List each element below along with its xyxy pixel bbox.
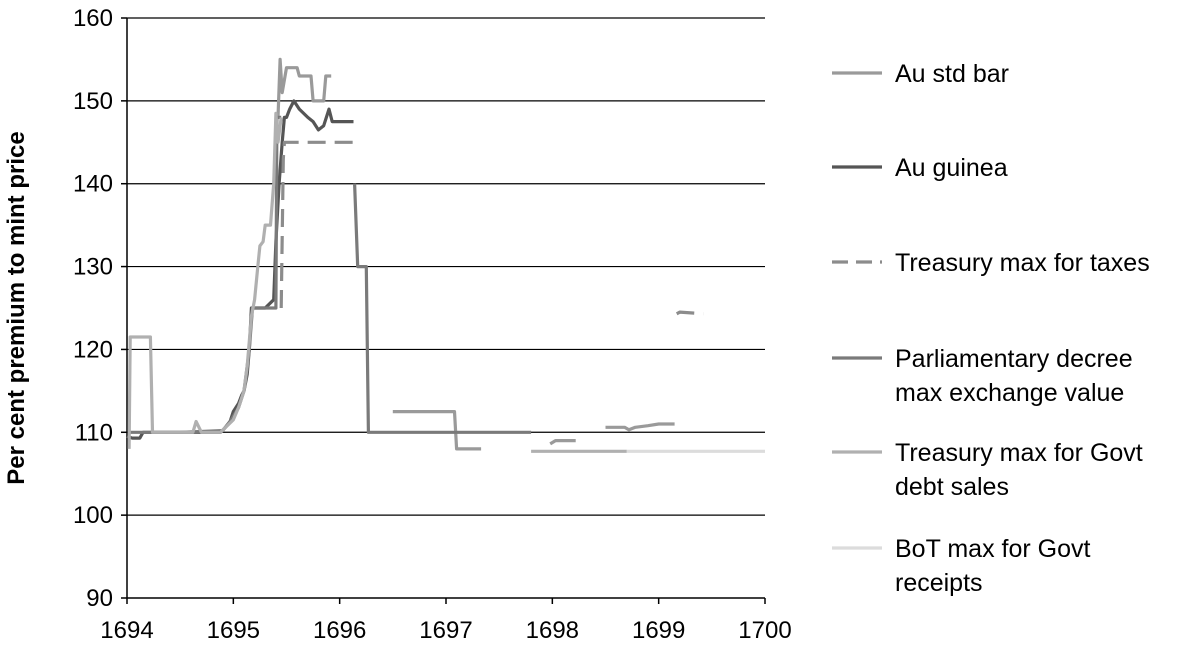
legend-label-5-line-1: receipts (895, 569, 983, 597)
series-2-segment-0 (279, 140, 356, 309)
legend-label-3-line-1: max exchange value (895, 379, 1124, 407)
series-0-segment-1 (392, 410, 482, 451)
legend-label-4-line-1: debt sales (895, 473, 1009, 501)
legend-label-1-line-0: Au guinea (895, 154, 1008, 182)
x-tick-label-5: 1699 (632, 617, 685, 644)
y-tick-label-7: 160 (73, 5, 113, 32)
series-0-segment-2 (549, 439, 576, 446)
gridlines (127, 17, 765, 516)
series-3-segment-1 (353, 183, 532, 434)
y-tick-label-5: 140 (73, 171, 113, 198)
x-tick-label-0: 1694 (100, 617, 153, 644)
x-tick-label-6: 1700 (738, 617, 791, 644)
y-tick-label-3: 120 (73, 336, 113, 363)
legend-label-2-line-0: Treasury max for taxes (895, 249, 1150, 277)
legend: Au std bar Au guinea Treasury max for taxe… (832, 60, 1150, 597)
series-0-segment-3 (605, 422, 675, 432)
series-0-segment-0 (276, 57, 332, 118)
x-tick-label-1: 1695 (207, 617, 260, 644)
y-tick-label-6: 150 (73, 88, 113, 115)
series-1-segment-0 (126, 99, 354, 440)
y-axis-title: Per cent premium to mint price (3, 131, 30, 484)
x-tick-label-4: 1698 (526, 617, 579, 644)
legend-label-3-line-0: Parliamentary decree (895, 345, 1133, 373)
legend-label-4-line-0: Treasury max for Govt (895, 439, 1143, 467)
y-tick-label-2: 110 (75, 419, 113, 446)
y-tick-label-0: 90 (86, 585, 113, 612)
legend-label-5-line-0: BoT max for Govt (895, 535, 1090, 563)
tick-labels: 90 100 110 120 130 140 150 160 1694 1695 1696 1697 1… (73, 5, 792, 644)
y-tick-label-1: 100 (73, 502, 113, 529)
series-lines (126, 57, 765, 453)
legend-label-0-line-0: Au std bar (895, 60, 1009, 88)
axes (121, 17, 766, 604)
series-4-segment-0 (127, 111, 283, 449)
y-tick-label-4: 130 (73, 254, 113, 281)
x-tick-label-2: 1696 (313, 617, 366, 644)
x-tick-label-3: 1697 (419, 617, 472, 644)
series-2-segment-1 (675, 310, 704, 316)
